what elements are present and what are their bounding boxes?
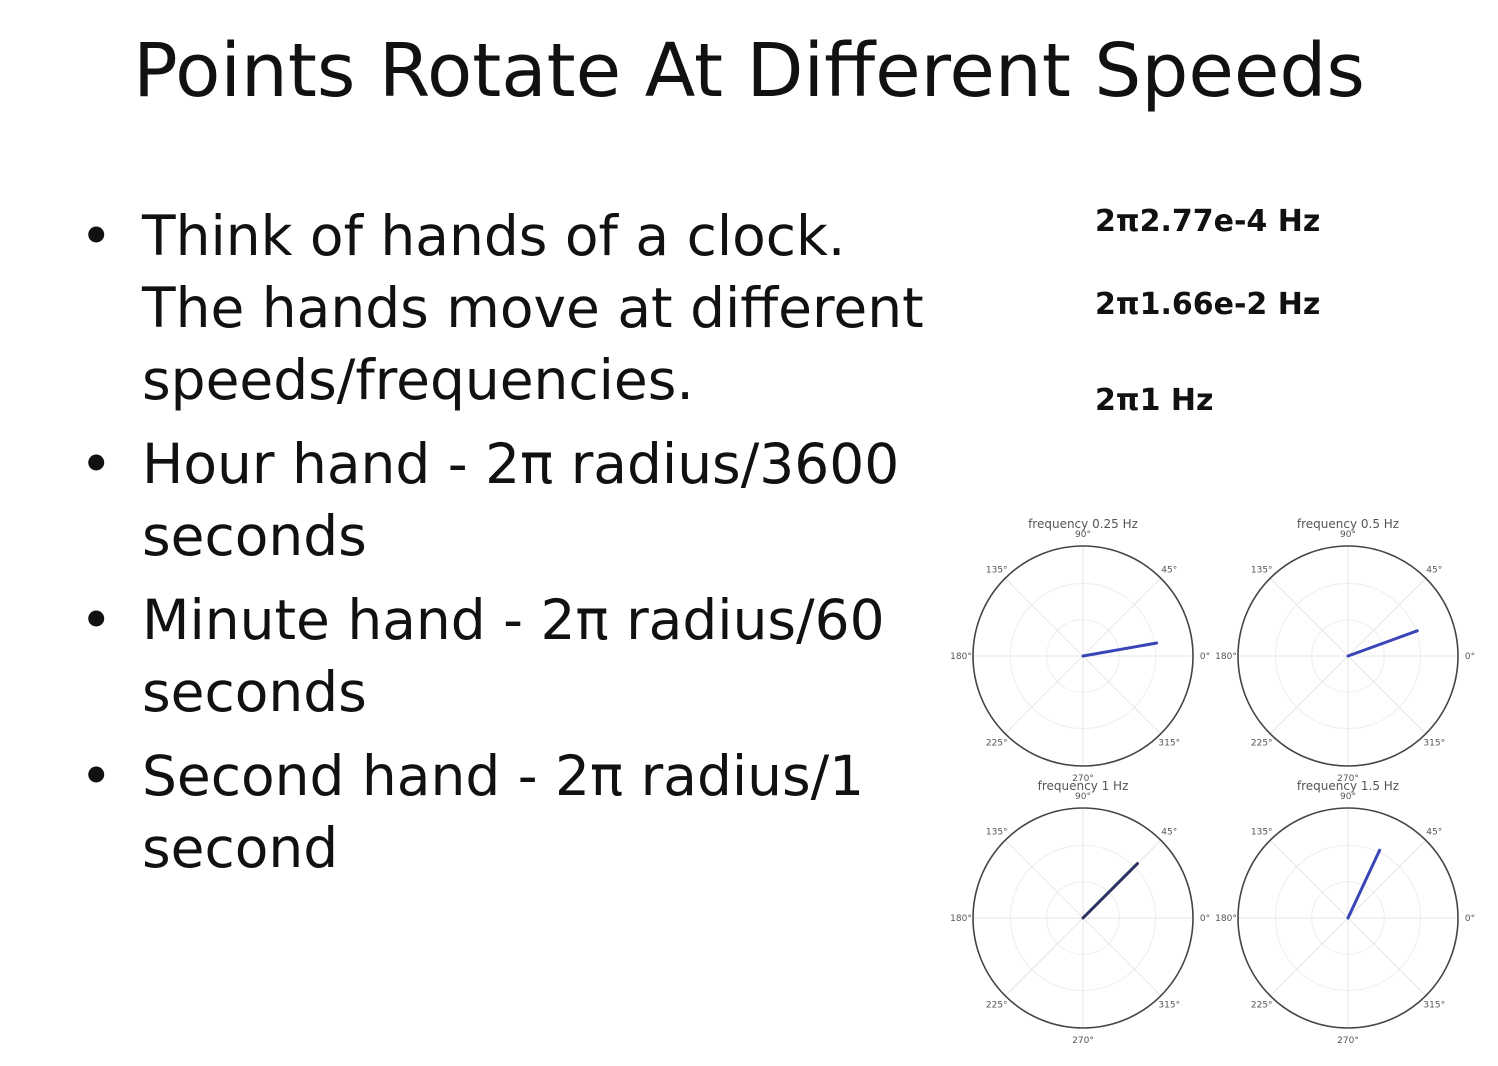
polar-plot: 0° 45° 90° 135° 180° 225° 270° 315° frequency 0.… bbox=[1215, 517, 1475, 784]
polar-angle-label: 270° bbox=[1072, 774, 1094, 784]
polar-plot: 0° 45° 90° 135° 180° 225° 270° 315° frequency 1 … bbox=[950, 779, 1210, 1046]
polar-angle-label: 225° bbox=[986, 1000, 1008, 1010]
polar-plot-grid: 0° 45° 90° 135° 180° 225° 270° 315° frequency 0.… bbox=[940, 510, 1480, 1050]
polar-angle-label: 180° bbox=[950, 914, 972, 924]
polar-outer-circle bbox=[1237, 545, 1459, 767]
polar-angle-label: 135° bbox=[986, 828, 1008, 838]
polar-plot-title: frequency 0.5 Hz bbox=[1297, 517, 1399, 531]
polar-grid-spoke bbox=[1269, 917, 1349, 997]
frequency-label-second: 2π1 Hz bbox=[1095, 383, 1214, 418]
frequency-label-minute: 2π1.66e-2 Hz bbox=[1095, 287, 1321, 322]
polar-angle-label: 225° bbox=[1251, 738, 1273, 748]
polar-angle-label: 0° bbox=[1465, 914, 1475, 924]
polar-vector bbox=[1081, 641, 1159, 658]
polar-plot-title: frequency 1.5 Hz bbox=[1297, 779, 1399, 793]
polar-angle-label: 225° bbox=[1251, 1000, 1273, 1010]
polar-plot: 0° 45° 90° 135° 180° 225° 270° 315° frequency 1.… bbox=[1215, 779, 1475, 1046]
polar-angle-label: 225° bbox=[986, 738, 1008, 748]
polar-plots-svg: 0° 45° 90° 135° 180° 225° 270° 315° frequency 0.… bbox=[950, 517, 1475, 1046]
polar-vector bbox=[1346, 629, 1419, 658]
bullet-item: • Think of hands of a clock. The hands m… bbox=[80, 200, 940, 416]
polar-grid-spoke bbox=[1082, 655, 1162, 735]
polar-grid-spoke bbox=[1082, 917, 1162, 997]
polar-grid-spoke bbox=[1269, 655, 1349, 735]
bullet-marker: • bbox=[80, 432, 113, 496]
polar-grid-spoke bbox=[1347, 655, 1427, 735]
polar-outer-circle bbox=[972, 545, 1194, 767]
polar-angle-label: 180° bbox=[1215, 914, 1237, 924]
polar-angle-label: 90° bbox=[1340, 530, 1356, 540]
polar-angle-label: 0° bbox=[1465, 652, 1475, 662]
polar-angle-label: 0° bbox=[1200, 914, 1210, 924]
bullet-item: • Minute hand - 2π radius/60 seconds bbox=[80, 584, 940, 728]
polar-plot-title: frequency 0.25 Hz bbox=[1028, 517, 1138, 531]
polar-angle-label: 135° bbox=[1251, 566, 1273, 576]
polar-angle-label: 90° bbox=[1340, 792, 1356, 802]
polar-plot-title: frequency 1 Hz bbox=[1038, 779, 1129, 793]
polar-angle-label: 270° bbox=[1072, 1036, 1094, 1046]
polar-grid-spoke bbox=[1269, 839, 1349, 919]
bullet-list: • Think of hands of a clock. The hands m… bbox=[80, 200, 940, 896]
polar-plot: 0° 45° 90° 135° 180° 225° 270° 315° frequency 0.… bbox=[950, 517, 1210, 784]
bullet-text: Minute hand - 2π radius/60 seconds bbox=[142, 588, 885, 724]
polar-angle-label: 135° bbox=[1251, 828, 1273, 838]
polar-angle-label: 0° bbox=[1200, 652, 1210, 662]
polar-grid-spoke bbox=[1269, 577, 1349, 657]
polar-grid-spoke bbox=[1347, 917, 1427, 997]
polar-angle-label: 135° bbox=[986, 566, 1008, 576]
frequency-label-hour: 2π2.77e-4 Hz bbox=[1095, 204, 1321, 239]
polar-vector bbox=[1346, 848, 1382, 920]
polar-angle-label: 45° bbox=[1161, 566, 1177, 576]
polar-angle-label: 180° bbox=[1215, 652, 1237, 662]
polar-angle-label: 270° bbox=[1337, 774, 1359, 784]
polar-angle-label: 45° bbox=[1426, 828, 1442, 838]
bullet-text: Hour hand - 2π radius/3600 seconds bbox=[142, 432, 900, 568]
polar-angle-label: 45° bbox=[1426, 566, 1442, 576]
polar-vector bbox=[1081, 862, 1139, 920]
polar-grid-spoke bbox=[1004, 839, 1084, 919]
bullet-marker: • bbox=[80, 744, 113, 808]
polar-grid-spoke bbox=[1347, 839, 1427, 919]
bullet-item: • Second hand - 2π radius/1 second bbox=[80, 740, 940, 884]
bullet-marker: • bbox=[80, 588, 113, 652]
bullet-marker: • bbox=[80, 204, 113, 268]
polar-grid-spoke bbox=[1004, 917, 1084, 997]
polar-angle-label: 315° bbox=[1158, 738, 1180, 748]
polar-grid-spoke bbox=[1082, 577, 1162, 657]
polar-angle-label: 315° bbox=[1158, 1000, 1180, 1010]
polar-angle-label: 180° bbox=[950, 652, 972, 662]
polar-grid-spoke bbox=[1004, 577, 1084, 657]
polar-grid-spoke bbox=[1347, 577, 1427, 657]
polar-angle-label: 90° bbox=[1075, 792, 1091, 802]
bullet-item: • Hour hand - 2π radius/3600 seconds bbox=[80, 428, 940, 572]
polar-grid-spoke bbox=[1004, 655, 1084, 735]
polar-angle-label: 90° bbox=[1075, 530, 1091, 540]
slide-title: Points Rotate At Different Speeds bbox=[133, 28, 1365, 114]
bullet-text: Second hand - 2π radius/1 second bbox=[142, 744, 865, 880]
polar-angle-label: 315° bbox=[1423, 1000, 1445, 1010]
polar-angle-label: 270° bbox=[1337, 1036, 1359, 1046]
polar-outer-circle bbox=[1237, 807, 1459, 1029]
polar-angle-label: 315° bbox=[1423, 738, 1445, 748]
polar-outer-circle bbox=[972, 807, 1194, 1029]
bullet-text: Think of hands of a clock. The hands mov… bbox=[142, 204, 924, 412]
polar-angle-label: 45° bbox=[1161, 828, 1177, 838]
